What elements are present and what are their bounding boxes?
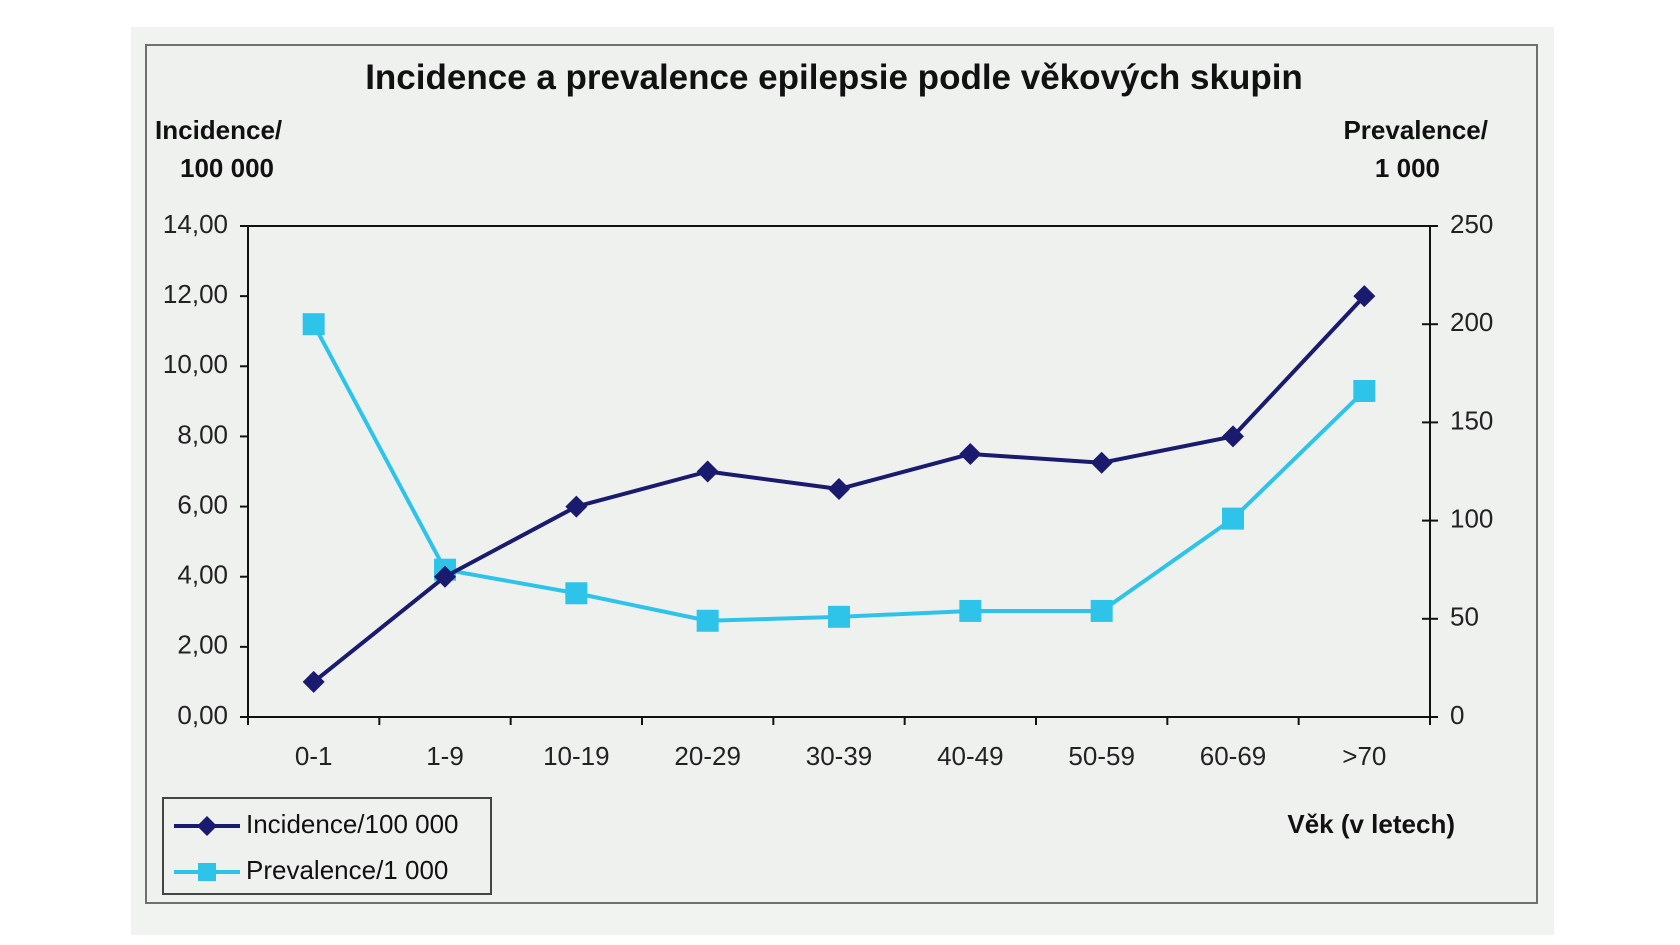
legend: Incidence/100 000 Prevalence/1 000 [162, 797, 492, 895]
data-point-incidence [565, 495, 588, 518]
legend-box [162, 797, 492, 895]
data-point-incidence [434, 565, 456, 588]
x-axis-title: Věk (v letech) [1287, 809, 1455, 839]
x-tick-label: 0-1 [295, 741, 333, 771]
data-point-prevalence [302, 313, 325, 336]
data-point-prevalence [1090, 599, 1113, 622]
y-left-tick-label: 10,00 [163, 349, 228, 379]
data-point-incidence [959, 442, 982, 465]
y-left-tick-label: 0,00 [177, 700, 228, 730]
data-point-incidence [1353, 285, 1376, 308]
y-right-tick-label: 250 [1450, 209, 1493, 239]
data-point-prevalence [696, 609, 719, 632]
y-right-tick-label: 150 [1450, 405, 1493, 435]
y-right-axis-title-line2: 1 000 [1375, 153, 1440, 183]
data-point-prevalence [1222, 507, 1244, 530]
data-point-prevalence [1353, 379, 1376, 402]
y-right-tick-label: 100 [1450, 503, 1493, 533]
y-right-tick-label: 200 [1450, 307, 1493, 337]
data-point-prevalence [828, 605, 850, 628]
x-tick-label: 1-9 [426, 741, 464, 771]
series-line-prevalence [311, 323, 1366, 623]
x-tick-label: 30-39 [806, 741, 873, 771]
y-left-tick-label: 12,00 [163, 279, 228, 309]
legend-marker-incidence [197, 816, 217, 836]
chart-frame [145, 44, 1538, 904]
data-point-incidence [828, 478, 850, 501]
data-point-incidence [302, 670, 325, 693]
series-layer [302, 285, 1376, 693]
x-tick-label: 10-19 [543, 741, 610, 771]
y-left-tick-label: 4,00 [177, 560, 228, 590]
legend-marker-prevalence [198, 863, 216, 881]
y-left-tick-label: 2,00 [177, 630, 228, 660]
chart-title: Incidence a prevalence epilepsie podle v… [365, 58, 1303, 97]
x-tick-label: 20-29 [674, 741, 741, 771]
axes [240, 225, 1438, 725]
x-tick-label: 60-69 [1200, 741, 1267, 771]
tick-labels: 0-1 1-9 10-19 20-29 30-39 40-49 50-59 60-69 >70 0… [163, 209, 1493, 771]
x-tick-label: >70 [1342, 741, 1386, 771]
y-right-axis-title-line1: Prevalence/ [1343, 115, 1488, 145]
x-tick-label: 50-59 [1068, 741, 1135, 771]
y-left-axis-title-line2: 100 000 [180, 153, 274, 183]
data-point-prevalence [565, 582, 588, 605]
legend-label-prevalence: Prevalence/1 000 [246, 855, 448, 885]
y-left-tick-label: 14,00 [163, 209, 228, 239]
y-right-tick-label: 0 [1450, 700, 1464, 730]
y-right-tick-label: 50 [1450, 602, 1479, 632]
y-left-axis-title-line1: Incidence/ [155, 115, 282, 145]
y-left-tick-label: 8,00 [177, 419, 228, 449]
data-point-incidence [1222, 425, 1244, 448]
data-point-incidence [696, 460, 719, 483]
x-tick-label: 40-49 [937, 741, 1004, 771]
data-point-incidence [1090, 451, 1113, 474]
y-left-tick-label: 6,00 [177, 489, 228, 519]
legend-label-incidence: Incidence/100 000 [246, 809, 459, 839]
data-point-prevalence [959, 599, 982, 622]
